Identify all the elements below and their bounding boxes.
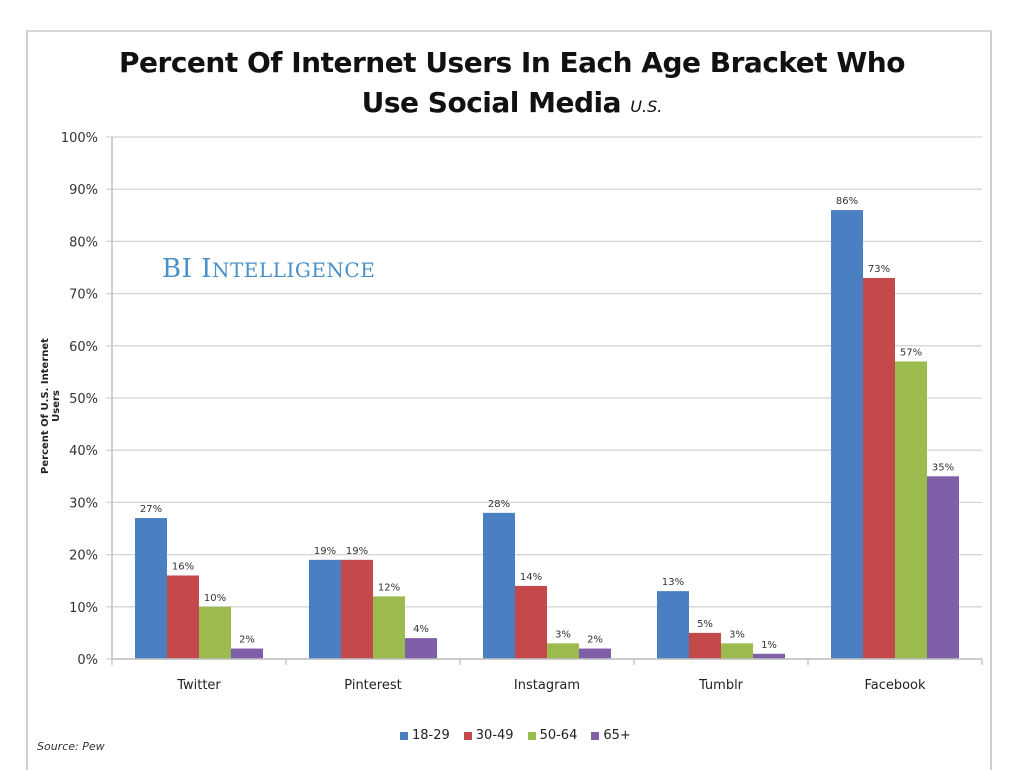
y-tick-label: 50% — [69, 392, 98, 407]
data-label: 28% — [488, 499, 510, 510]
data-label: 4% — [413, 624, 429, 635]
data-label: 12% — [378, 582, 400, 593]
bar-50-64-Instagram — [547, 643, 579, 659]
bar-50-64-Pinterest — [373, 596, 405, 659]
legend-swatch — [463, 731, 472, 740]
data-label: 86% — [836, 196, 858, 207]
legend-label: 18-29 — [412, 728, 450, 743]
data-label: 5% — [697, 619, 713, 630]
data-label: 14% — [520, 572, 542, 583]
y-tick-label: 10% — [69, 601, 98, 616]
bar-65+-Twitter — [231, 648, 263, 659]
category-label: Tumblr — [698, 678, 744, 693]
data-label: 27% — [140, 504, 162, 515]
bar-18-29-Instagram — [483, 512, 515, 659]
data-labels: 27% 16% 10% 2% 19% 19% 12% 4% 28% 14% 3% 2% 13% 5% 3% 1… — [140, 196, 954, 651]
data-label: 19% — [314, 546, 336, 557]
category-labels: Twitter Pinterest Instagram Tumblr Facebook — [176, 678, 926, 693]
category-label: Facebook — [864, 678, 926, 693]
y-tick-label: 100% — [61, 131, 98, 146]
bar-18-29-Pinterest — [309, 559, 341, 659]
bar-30-49-Facebook — [863, 277, 895, 659]
legend-swatch — [591, 731, 600, 740]
bar-65+-Tumblr — [753, 653, 785, 659]
bar-30-49-Tumblr — [689, 632, 721, 659]
data-label: 10% — [204, 593, 226, 604]
data-label: 3% — [555, 629, 571, 640]
y-tick-labels: 0% 10% 20% 30% 40% 50% 60% 70% 80% 90% 100% — [61, 131, 98, 668]
bi-intelligence-logo: BI INTELLIGENCE — [162, 254, 375, 284]
y-tick-label: 70% — [69, 288, 98, 303]
bar-30-49-Twitter — [167, 575, 199, 659]
bar-50-64-Tumblr — [721, 643, 753, 659]
legend-item: 65+ — [591, 728, 631, 743]
legend-item: 50-64 — [527, 728, 578, 743]
legend-label: 30-49 — [475, 728, 514, 743]
y-tick-label: 90% — [69, 183, 98, 198]
bar-18-29-Facebook — [831, 210, 863, 659]
data-label: 16% — [172, 561, 194, 572]
data-label: 13% — [662, 577, 684, 588]
data-label: 1% — [761, 640, 777, 651]
bar-65+-Pinterest — [405, 638, 437, 659]
chart-title-main: Use Social Media — [361, 86, 622, 119]
chart-frame — [26, 30, 992, 770]
source-note: Source: Pew — [37, 740, 105, 753]
bar-30-49-Instagram — [515, 585, 547, 659]
y-tick-label: 30% — [69, 496, 98, 511]
category-label: Twitter — [176, 678, 221, 693]
data-label: 35% — [932, 462, 954, 473]
bar-50-64-Twitter — [199, 606, 231, 659]
y-tick-label: 0% — [77, 653, 98, 668]
bar-65+-Facebook — [927, 476, 959, 659]
legend: 18-29 30-49 50-64 65+ — [400, 728, 631, 743]
legend-item: 18-29 — [400, 728, 450, 743]
y-tick-label: 20% — [69, 549, 98, 564]
legend-item: 30-49 — [463, 728, 514, 743]
chart-title-line2: Use Social Media U.S. — [0, 86, 1024, 119]
legend-label: 65+ — [603, 728, 631, 743]
logo-first: BI — [162, 254, 193, 284]
data-label: 73% — [868, 264, 890, 275]
logo-second-rest: NTELLIGENCE — [211, 258, 376, 282]
bar-65+-Instagram — [579, 648, 611, 659]
bar-50-64-Facebook — [895, 361, 927, 659]
bar-30-49-Pinterest — [341, 559, 373, 659]
legend-swatch — [400, 731, 408, 740]
chart-title-suffix: U.S. — [630, 97, 663, 116]
y-tick-label: 40% — [69, 444, 98, 459]
data-label: 2% — [587, 635, 603, 646]
data-label: 2% — [239, 635, 255, 646]
bar-18-29-Twitter — [135, 518, 167, 659]
data-label: 19% — [346, 546, 368, 557]
axes — [111, 137, 983, 665]
logo-second-initial: I — [201, 254, 212, 284]
data-label: 57% — [900, 347, 922, 358]
bars — [135, 210, 959, 659]
y-tick-label: 80% — [69, 235, 98, 250]
legend-swatch — [527, 731, 536, 740]
bar-18-29-Tumblr — [657, 591, 689, 659]
y-tick-label: 60% — [69, 340, 98, 355]
category-label: Instagram — [514, 678, 580, 693]
chart-title-line1: Percent Of Internet Users In Each Age Br… — [119, 46, 905, 79]
legend-label: 50-64 — [539, 728, 578, 743]
data-label: 3% — [729, 629, 745, 640]
category-label: Pinterest — [344, 678, 401, 693]
